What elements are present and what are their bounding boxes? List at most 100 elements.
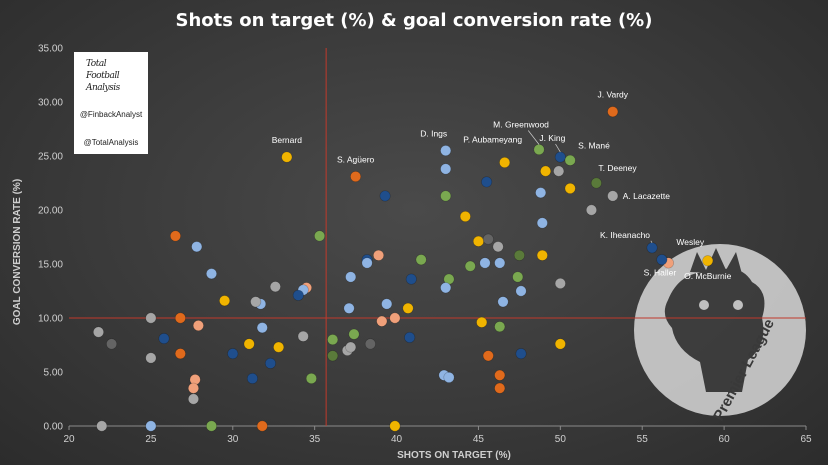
logo-wordmark-line: Analysis	[86, 83, 120, 93]
data-point	[492, 241, 504, 253]
data-point	[536, 249, 548, 261]
data-point	[92, 326, 104, 338]
y-tick-label: 30.00	[38, 98, 63, 109]
data-point	[540, 165, 552, 177]
data-label: O. McBurnie	[684, 271, 732, 281]
twitter-handle: @TotalAnalysis	[83, 138, 139, 147]
data-point	[381, 298, 393, 310]
data-point	[440, 282, 452, 294]
logo-wordmark-line: Total	[86, 59, 107, 69]
data-point	[443, 371, 455, 383]
data-label: S. Agüero	[337, 155, 375, 165]
data-point	[376, 315, 388, 327]
data-point	[479, 257, 491, 269]
data-point	[482, 350, 494, 362]
axes: 20 25 30 35 40 45 50 55 60 65 0.00 5.00 10.00 15.00 20…	[38, 44, 812, 446]
data-point	[535, 187, 547, 199]
data-point	[205, 420, 217, 432]
x-tick-label: 65	[800, 434, 812, 445]
data-point	[476, 316, 488, 328]
data-label: J. Vardy	[597, 90, 628, 100]
data-point	[348, 328, 360, 340]
data-label: Wesley	[676, 237, 704, 247]
data-point	[158, 333, 170, 345]
data-point	[554, 277, 566, 289]
data-point	[497, 296, 509, 308]
data-point	[553, 165, 565, 177]
data-label: T. Deeney	[598, 163, 637, 173]
label-leader-line	[650, 240, 653, 243]
data-point	[292, 289, 304, 301]
data-point	[513, 249, 525, 261]
data-point	[533, 144, 545, 156]
data-point	[402, 302, 414, 314]
data-point	[227, 348, 239, 360]
data-point	[256, 322, 268, 334]
label-leader-line	[527, 130, 540, 145]
data-point	[702, 255, 714, 267]
data-point	[607, 106, 619, 118]
data-point	[494, 382, 506, 394]
x-tick-label: 25	[145, 434, 157, 445]
data-point	[564, 154, 576, 166]
data-point	[314, 230, 326, 242]
data-point	[364, 338, 376, 350]
x-axis-label: SHOTS ON TARGET (%)	[397, 450, 511, 461]
data-point	[361, 257, 373, 269]
data-point	[273, 341, 285, 353]
total-football-analysis-logo: Total Football Analysis @FinbackAnalyst …	[74, 52, 148, 154]
data-point	[297, 330, 309, 342]
data-point	[536, 217, 548, 229]
data-point	[192, 320, 204, 332]
x-tick-label: 50	[555, 434, 567, 445]
data-point	[440, 145, 452, 157]
x-tick-label: 35	[309, 434, 321, 445]
data-point	[281, 151, 293, 163]
premier-league-watermark-icon: Premier League	[634, 244, 806, 424]
y-tick-label: 15.00	[38, 260, 63, 271]
x-tick-label: 45	[473, 434, 485, 445]
data-label: S. Haller	[644, 268, 677, 278]
data-point	[219, 295, 231, 307]
y-tick-label: 10.00	[38, 314, 63, 325]
data-point	[327, 350, 339, 362]
data-point	[564, 182, 576, 194]
data-point	[494, 369, 506, 381]
data-point	[205, 268, 217, 280]
data-point	[481, 176, 493, 188]
data-point	[515, 348, 527, 360]
data-point	[379, 190, 391, 202]
data-point	[415, 254, 427, 266]
data-point	[264, 357, 276, 369]
logo-wordmark: Total Football Analysis	[86, 58, 138, 102]
logo-wordmark-line: Football	[86, 71, 120, 81]
data-point	[440, 190, 452, 202]
data-point	[187, 393, 199, 405]
data-point	[607, 190, 619, 202]
data-point	[145, 352, 157, 364]
y-tick-label: 35.00	[38, 44, 63, 55]
data-point	[389, 312, 401, 324]
data-point	[187, 382, 199, 394]
data-point	[96, 420, 108, 432]
label-leader-line	[555, 143, 561, 153]
y-tick-label: 20.00	[38, 206, 63, 217]
data-point	[656, 254, 668, 266]
data-point	[305, 372, 317, 384]
data-point	[169, 230, 181, 242]
data-label: D. Ings	[420, 129, 447, 139]
data-point	[343, 302, 355, 314]
y-tick-label: 25.00	[38, 152, 63, 163]
y-tick-label: 5.00	[44, 368, 64, 379]
data-point	[269, 281, 281, 293]
data-point	[345, 341, 357, 353]
data-point	[590, 177, 602, 189]
data-label: P. Aubameyang	[463, 134, 522, 144]
y-axis-label: GOAL CONVERSION RATE (%)	[12, 179, 23, 325]
data-label: M. Greenwood	[493, 120, 549, 130]
data-point	[404, 331, 416, 343]
data-point	[440, 163, 452, 175]
reference-lines	[69, 48, 806, 426]
